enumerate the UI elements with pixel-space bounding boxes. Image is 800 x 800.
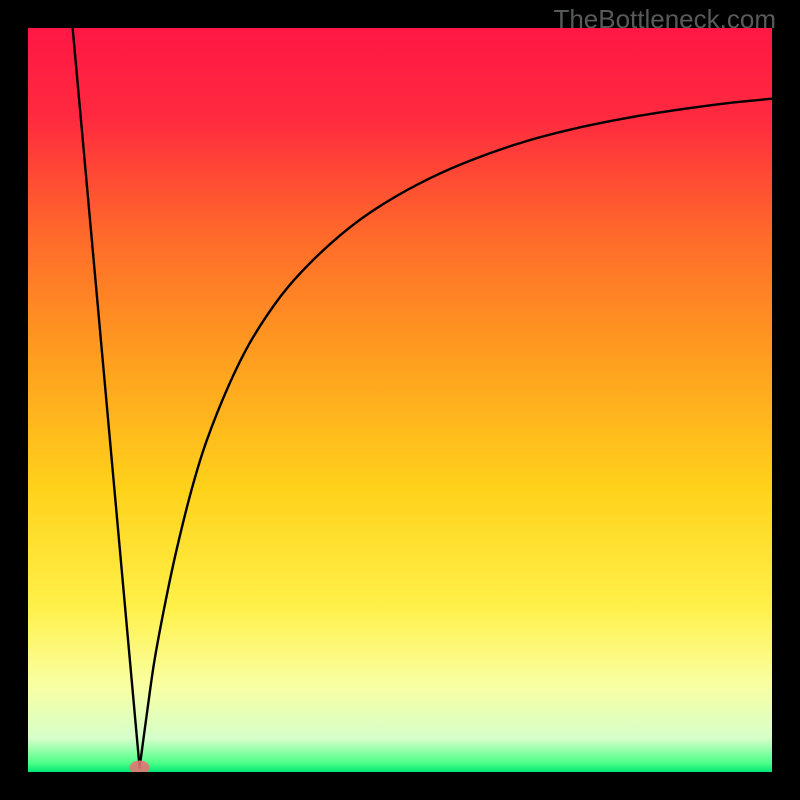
chart-frame: TheBottleneck.com [0,0,800,800]
plot-svg [28,28,772,772]
gradient-background [28,28,772,772]
watermark-text: TheBottleneck.com [553,4,776,35]
plot-area [28,28,772,772]
